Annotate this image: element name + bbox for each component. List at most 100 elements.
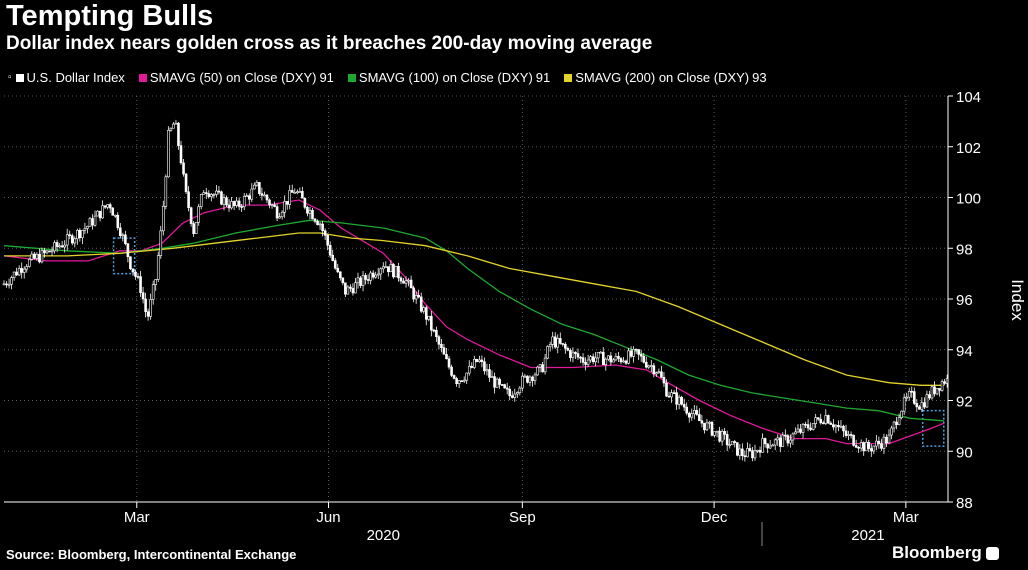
price-candle <box>283 201 286 213</box>
legend-item-sma200: SMAVG (200) on Close (DXY) 93 <box>564 70 767 85</box>
price-candle <box>376 273 380 276</box>
price-candle <box>437 336 441 345</box>
price-candle <box>346 286 350 295</box>
price-candle <box>63 244 66 248</box>
price-candle <box>940 381 944 391</box>
price-candle <box>698 414 701 421</box>
price-candle <box>288 190 292 205</box>
price-candle <box>680 396 683 405</box>
price-candle <box>809 427 812 430</box>
price-candle <box>875 440 878 447</box>
price-candle <box>435 329 438 338</box>
price-candle <box>255 182 259 186</box>
chart-title: Tempting Bulls <box>6 0 214 32</box>
price-candle <box>124 234 127 244</box>
price-candle <box>40 250 44 263</box>
price-candle <box>634 348 638 351</box>
price-candle <box>306 207 309 214</box>
price-candle <box>412 287 415 300</box>
price-candle <box>392 263 395 278</box>
price-candle <box>753 450 757 459</box>
price-candle <box>159 230 163 256</box>
price-candle <box>268 199 271 206</box>
legend-swatch-sma100 <box>347 73 356 82</box>
price-candle <box>285 201 289 205</box>
price-candle <box>604 358 608 365</box>
price-candle <box>738 448 742 456</box>
price-candle <box>106 204 109 208</box>
price-candle <box>500 384 504 386</box>
annotation-box <box>921 409 945 447</box>
legend-label-sma200: SMAVG (200) on Close (DXY) <box>575 70 750 85</box>
price-candle <box>614 356 618 361</box>
price-candle <box>832 424 835 428</box>
price-candle <box>10 277 13 285</box>
price-candle <box>424 307 428 320</box>
price-candle <box>490 376 494 378</box>
price-candle <box>250 188 254 200</box>
price-candle <box>452 375 456 379</box>
price-candle <box>644 361 648 368</box>
price-candle <box>799 428 802 433</box>
year-label: 2020 <box>367 527 400 544</box>
price-candle <box>842 425 845 432</box>
price-candle <box>905 396 909 399</box>
y-tick-label: 98 <box>956 241 973 258</box>
price-candle <box>134 271 137 277</box>
price-candle <box>619 358 623 363</box>
price-candle <box>293 192 297 194</box>
price-candle <box>510 395 514 398</box>
price-candle <box>589 356 592 361</box>
price-candle <box>513 393 517 398</box>
price-candle <box>584 362 587 365</box>
annotations <box>112 237 945 447</box>
price-candle <box>141 292 145 300</box>
price-candle <box>217 190 221 193</box>
price-candle <box>381 266 385 270</box>
price-candle <box>839 425 843 428</box>
price-candle <box>422 307 426 312</box>
price-candle <box>210 194 213 197</box>
price-candle <box>730 441 734 446</box>
price-candle <box>890 427 893 436</box>
price-candle <box>773 439 777 446</box>
price-candle <box>925 394 929 408</box>
price-candle <box>78 230 82 239</box>
price-candle <box>536 366 539 376</box>
price-candle <box>397 265 400 279</box>
price-candle <box>460 380 463 383</box>
price-candle <box>789 439 792 444</box>
price-candle <box>379 268 383 275</box>
price-candle <box>333 260 337 269</box>
price-candle <box>915 403 919 408</box>
price-candle <box>910 390 914 393</box>
price-candle <box>571 351 575 358</box>
price-candle <box>5 283 8 286</box>
price-candle <box>629 350 633 357</box>
price-candle <box>60 245 64 248</box>
price-candle <box>316 221 319 226</box>
price-candle <box>508 388 512 397</box>
y-tick-label: 102 <box>956 140 981 157</box>
price-candle <box>349 286 352 289</box>
price-candle <box>17 268 21 276</box>
y-tick-label: 100 <box>956 191 981 208</box>
price-candle <box>467 365 471 374</box>
price-candle <box>359 277 362 286</box>
price-candle <box>384 266 388 268</box>
sma50-line <box>3 199 945 445</box>
price-candle <box>705 422 709 431</box>
legend-label-price: U.S. Dollar Index <box>26 70 125 85</box>
price-candle <box>187 191 190 208</box>
price-candle <box>225 197 228 206</box>
price-candle <box>265 194 269 201</box>
price-candle <box>695 410 699 415</box>
price-candle <box>594 357 597 363</box>
price-candle <box>847 434 850 436</box>
price-candle <box>22 268 26 273</box>
price-candle <box>495 378 499 388</box>
price-candle <box>442 347 446 355</box>
price-candle <box>569 349 572 358</box>
price-candle <box>819 418 823 424</box>
price-candle <box>258 182 261 194</box>
